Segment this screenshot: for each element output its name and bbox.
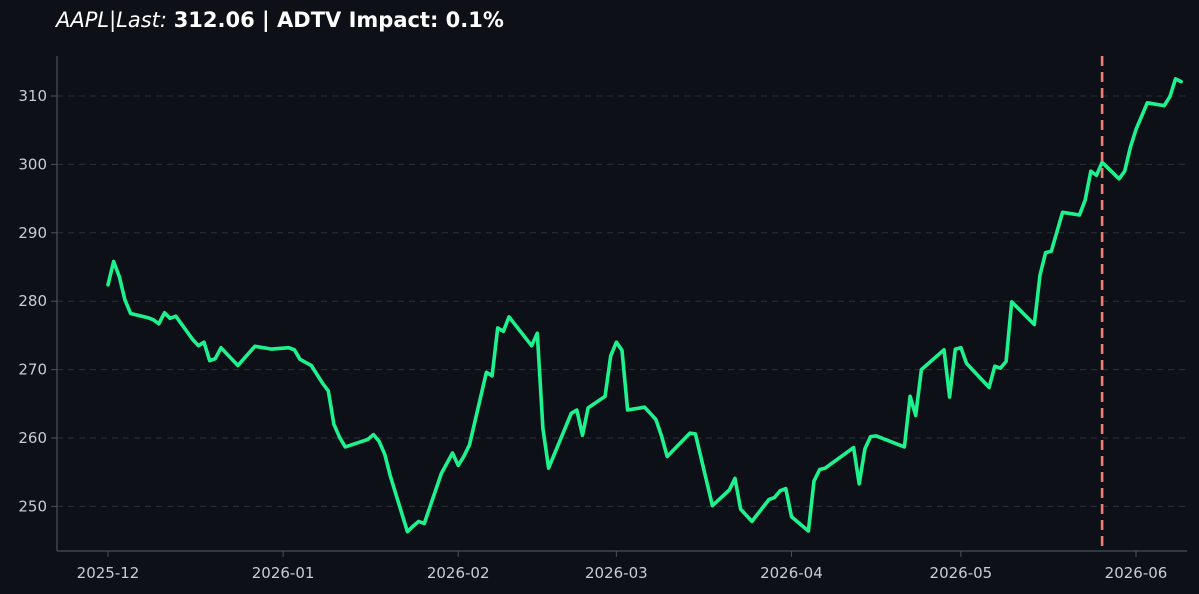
x-tick-label: 2026-03 (585, 564, 648, 582)
price-series-line (106, 77, 1183, 534)
tick-labels: 250 260 270 280 290 300 310 2025-12 2026-01 2026-… (18, 87, 1167, 582)
grid-lines (57, 95, 1187, 507)
y-tick-label: 290 (18, 224, 47, 242)
y-tick-label: 270 (18, 361, 47, 379)
x-tick-label: 2025-12 (77, 564, 140, 582)
chart-title-stats: 312.06 | ADTV Impact: 0.1% (173, 8, 504, 32)
y-tick-label: 260 (18, 429, 47, 447)
y-tick-label: 310 (18, 87, 47, 105)
chart-title: AAPL|Last: 312.06 | ADTV Impact: 0.1% (56, 8, 504, 32)
x-tick-label: 2026-02 (427, 564, 490, 582)
chart-title-ticker: AAPL|Last: (56, 8, 167, 32)
y-tick-label: 250 (18, 497, 47, 515)
y-tick-label: 280 (18, 292, 47, 310)
x-tick-label: 2026-04 (760, 564, 823, 582)
x-tick-label: 2026-01 (252, 564, 315, 582)
x-tick-label: 2026-05 (930, 564, 993, 582)
x-tick-label: 2026-06 (1105, 564, 1168, 582)
axes (51, 56, 1187, 557)
series-layer (106, 77, 1183, 534)
y-tick-label: 300 (18, 155, 47, 173)
